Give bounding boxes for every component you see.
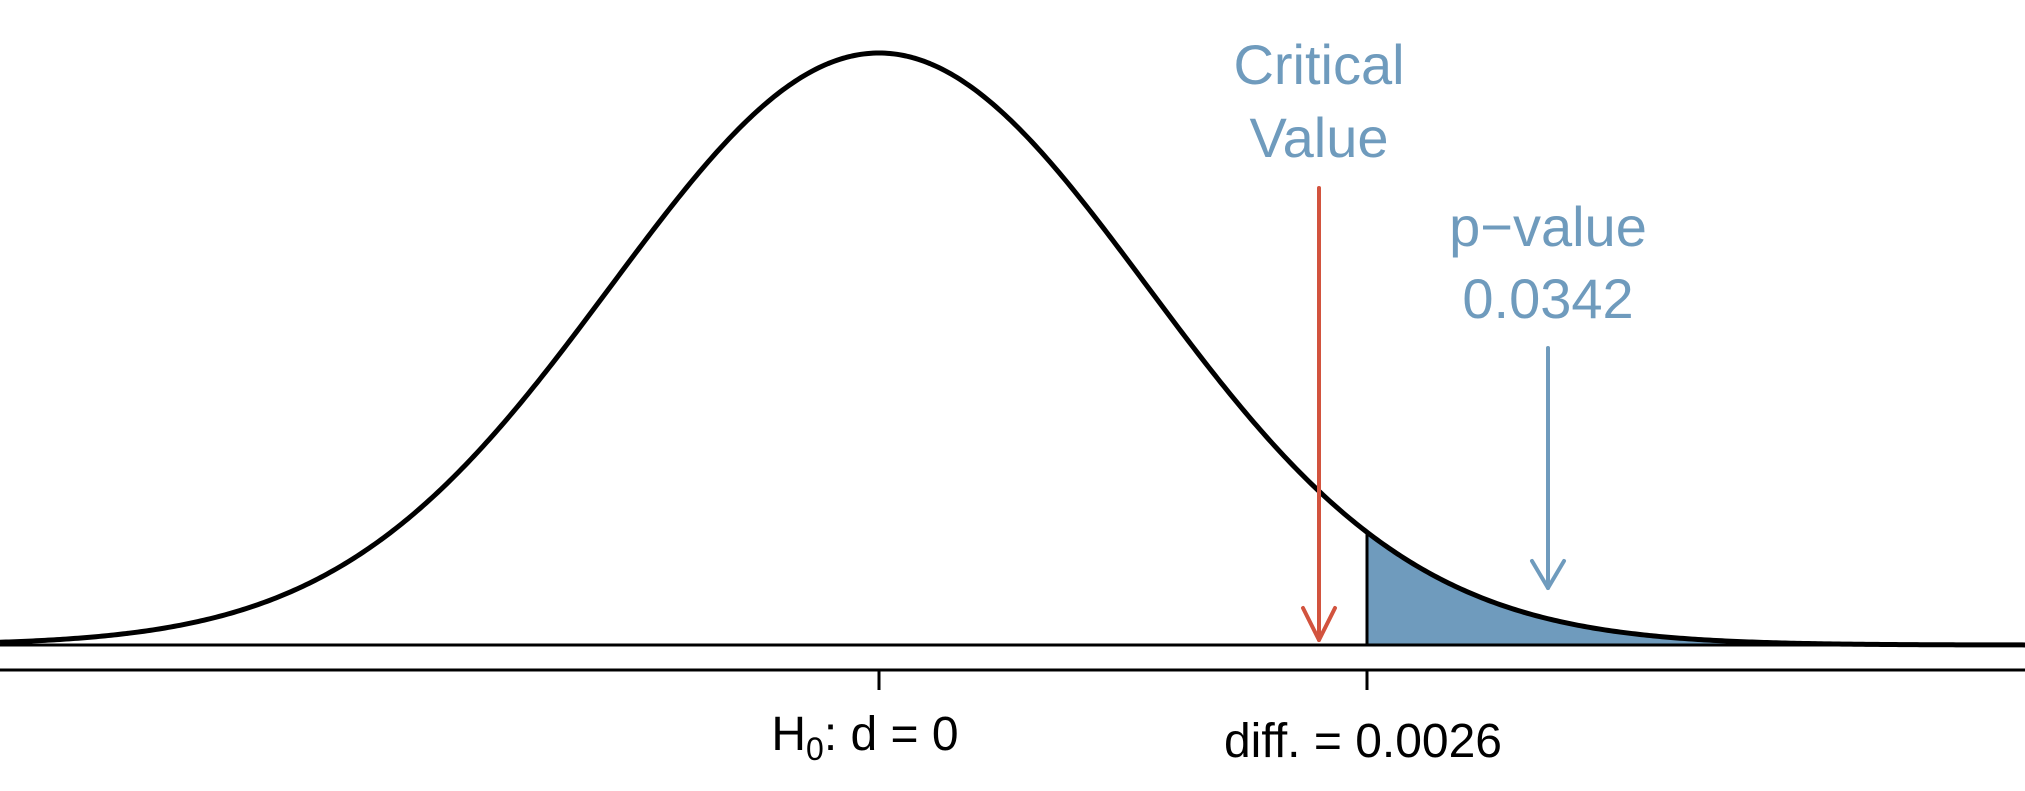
null-hypothesis-label: H0: d = 0	[771, 708, 958, 767]
p-value-label-line1: p−value	[1449, 195, 1647, 258]
critical-value-label-line1: Critical	[1233, 33, 1404, 96]
null-label-rest: : d = 0	[824, 708, 959, 761]
null-label-h: H	[771, 708, 806, 761]
p-value-arrow	[1530, 346, 1566, 590]
critical-value-arrow	[1301, 186, 1337, 642]
null-label-subscript: 0	[806, 731, 824, 767]
observed-diff-label: diff. = 0.0026	[1224, 715, 1502, 768]
normal-curve	[0, 50, 2025, 648]
p-value-label-line2: 0.0342	[1462, 267, 1633, 330]
critical-value-label-line2: Value	[1249, 106, 1388, 169]
